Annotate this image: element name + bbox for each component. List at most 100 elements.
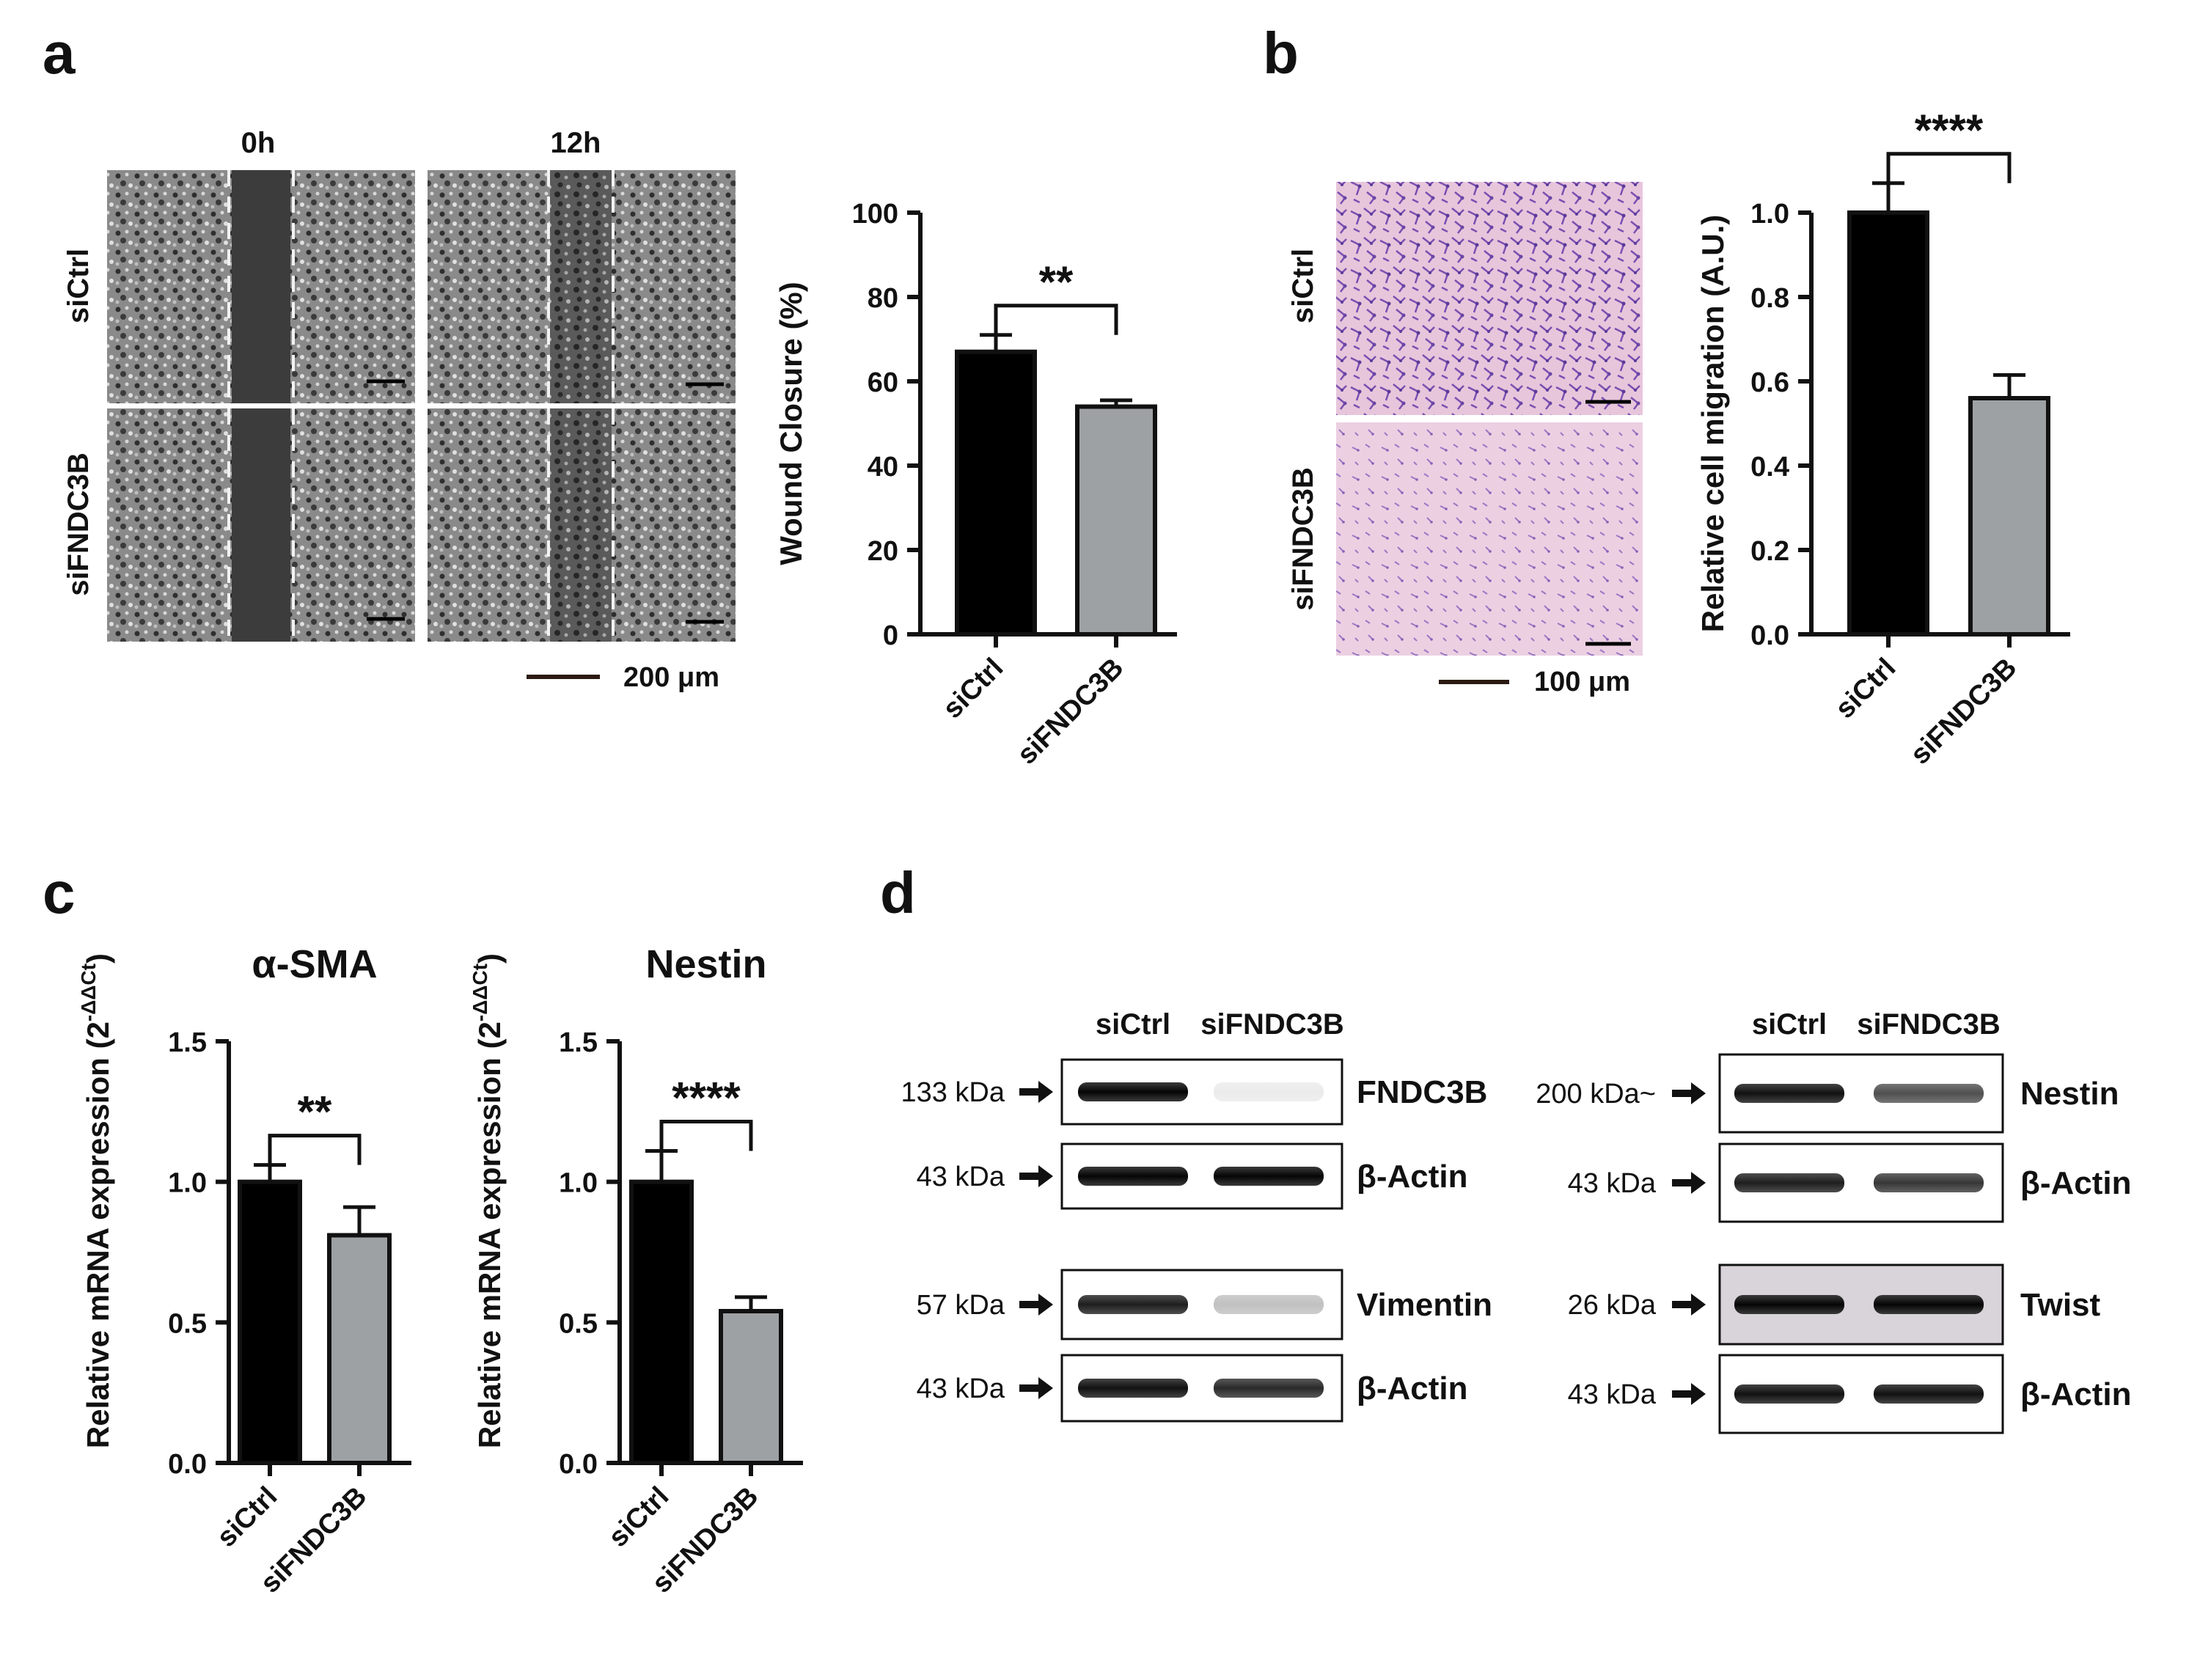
x-tick-label: siCtrl xyxy=(937,653,1009,725)
protein-label: β-Actin xyxy=(2020,1165,2132,1201)
cell-migration-chart: 0.0 0.2 0.4 0.6 0.8 1.0 siCtrl siFNDC3B **** Rela… xyxy=(1695,106,2070,771)
y-axis-label: Relative cell migration (A.U.) xyxy=(1695,215,1730,632)
western-blot-panel: siCtrl siFNDC3B 133 kDa FNDC3B 43 kDa β-Actin… xyxy=(901,1008,2132,1434)
y-tick-label: 0.8 xyxy=(1750,283,1789,314)
y-axis-label-main: Relative mRNA expression (2 xyxy=(472,1021,507,1448)
protein-band xyxy=(1078,1379,1188,1398)
panel-label-d: d xyxy=(880,860,916,925)
significance-bracket xyxy=(1886,152,2012,183)
significance-stars: ** xyxy=(298,1087,332,1137)
row-label-sifndc3b-a: siFNDC3B xyxy=(62,452,95,596)
protein-band xyxy=(1734,1384,1844,1404)
lane-label-sifndc3b: siFNDC3B xyxy=(1200,1008,1344,1041)
y-tick-label: 0 xyxy=(883,620,898,651)
y-tick-label: 1.0 xyxy=(168,1168,207,1199)
x-tick-label: siFNDC3B xyxy=(1011,653,1129,771)
protein-band xyxy=(1214,1379,1324,1398)
row-label-sifndc3b-b: siFNDC3B xyxy=(1287,467,1319,611)
protein-band xyxy=(1214,1295,1324,1314)
y-tick-label: 1.0 xyxy=(1750,199,1789,230)
arrow-right-icon xyxy=(1672,1082,1706,1104)
molecular-weight-label: 43 kDa xyxy=(917,1373,1005,1404)
bar-sictrl xyxy=(629,1179,694,1465)
y-tick-label: 0.6 xyxy=(1750,367,1789,398)
protein-band xyxy=(1078,1167,1188,1186)
y-tick-label: 0.0 xyxy=(168,1449,207,1480)
lane-label-sictrl: siCtrl xyxy=(1752,1008,1827,1041)
time-label-0h: 0h xyxy=(241,127,276,159)
y-tick-label: 0.2 xyxy=(1750,536,1789,567)
protein-band xyxy=(1078,1295,1188,1314)
x-tick-label: siCtrl xyxy=(603,1481,675,1553)
scale-bar-label-a: 200 μm xyxy=(623,662,719,693)
protein-band xyxy=(1734,1295,1844,1314)
y-tick-label: 1.0 xyxy=(559,1168,598,1199)
y-tick-label: 0.4 xyxy=(1750,452,1789,483)
protein-band xyxy=(1874,1295,1984,1314)
y-tick-label: 80 xyxy=(868,283,898,314)
bar-sictrl xyxy=(238,1179,302,1465)
significance-stars: **** xyxy=(1915,106,1984,155)
wound-image-12h-sictrl xyxy=(428,170,736,403)
y-tick-label: 20 xyxy=(868,536,898,567)
y-axis-label: Wound Closure (%) xyxy=(774,282,808,565)
significance-bracket xyxy=(994,304,1118,335)
protein-label: Nestin xyxy=(2020,1076,2119,1112)
molecular-weight-label: 200 kDa~ xyxy=(1536,1079,1656,1109)
protein-label: β-Actin xyxy=(1357,1371,1468,1406)
arrow-right-icon xyxy=(1019,1294,1053,1316)
x-tick-label: siCtrl xyxy=(211,1481,283,1553)
molecular-weight-label: 133 kDa xyxy=(901,1077,1005,1108)
protein-band xyxy=(1734,1084,1844,1103)
panel-label-a: a xyxy=(43,21,76,86)
scale-bar-label-b: 100 μm xyxy=(1534,667,1630,697)
y-tick-label: 100 xyxy=(852,199,898,230)
wound-image-12h-sifndc3b xyxy=(428,408,736,642)
y-axis-label-exponent: -ΔΔCt xyxy=(469,964,491,1021)
chart-title: Nestin xyxy=(645,942,766,986)
bar-sifndc3b xyxy=(327,1233,392,1465)
protein-band xyxy=(1214,1082,1324,1101)
lane-label-sifndc3b: siFNDC3B xyxy=(1857,1008,2001,1041)
y-axis-label-main: Relative mRNA expression (2 xyxy=(81,1021,115,1448)
row-label-sictrl-a: siCtrl xyxy=(62,249,95,323)
panel-label-c: c xyxy=(43,860,76,925)
protein-label: β-Actin xyxy=(1357,1159,1468,1195)
wound-image-0h-sictrl xyxy=(107,170,415,403)
y-tick-label: 1.5 xyxy=(168,1027,207,1058)
molecular-weight-label: 26 kDa xyxy=(1568,1290,1657,1321)
y-tick-label: 40 xyxy=(868,452,898,483)
y-tick-label: 60 xyxy=(868,367,898,398)
molecular-weight-label: 57 kDa xyxy=(917,1290,1005,1321)
y-axis-label: Relative mRNA expression (2-ΔΔCt) xyxy=(77,953,115,1448)
chart-title: α-SMA xyxy=(252,942,377,986)
y-tick-label: 0.5 xyxy=(559,1308,598,1339)
panel-label-b: b xyxy=(1263,21,1299,86)
protein-band xyxy=(1874,1384,1984,1404)
y-tick-label: 0.0 xyxy=(559,1449,598,1480)
y-axis-label: Relative mRNA expression (2-ΔΔCt) xyxy=(469,953,507,1448)
protein-label: FNDC3B xyxy=(1357,1074,1487,1110)
significance-bracket xyxy=(268,1134,362,1165)
protein-label: β-Actin xyxy=(2020,1376,2132,1412)
x-tick-label: siFNDC3B xyxy=(1904,653,2023,771)
time-label-12h: 12h xyxy=(551,127,601,159)
bar-sifndc3b xyxy=(719,1309,783,1465)
protein-band xyxy=(1078,1082,1188,1101)
arrow-right-icon xyxy=(1672,1172,1706,1194)
significance-stars: **** xyxy=(672,1074,741,1123)
bar-sifndc3b xyxy=(1075,404,1157,637)
y-axis-label-end: ) xyxy=(81,953,115,964)
protein-band xyxy=(1874,1173,1984,1192)
molecular-weight-label: 43 kDa xyxy=(1568,1379,1657,1410)
y-tick-label: 1.5 xyxy=(559,1027,598,1058)
lane-label-sictrl: siCtrl xyxy=(1096,1008,1170,1041)
y-axis-label-end: ) xyxy=(472,953,507,964)
arrow-right-icon xyxy=(1019,1377,1053,1399)
protein-label: Twist xyxy=(2020,1287,2101,1323)
bar-sictrl xyxy=(955,349,1037,637)
transwell-image-grid: siCtrl siFNDC3B 100 μm xyxy=(1287,182,1643,697)
row-label-sictrl-b: siCtrl xyxy=(1287,249,1319,323)
protein-band xyxy=(1874,1084,1984,1103)
arrow-right-icon xyxy=(1672,1294,1706,1316)
